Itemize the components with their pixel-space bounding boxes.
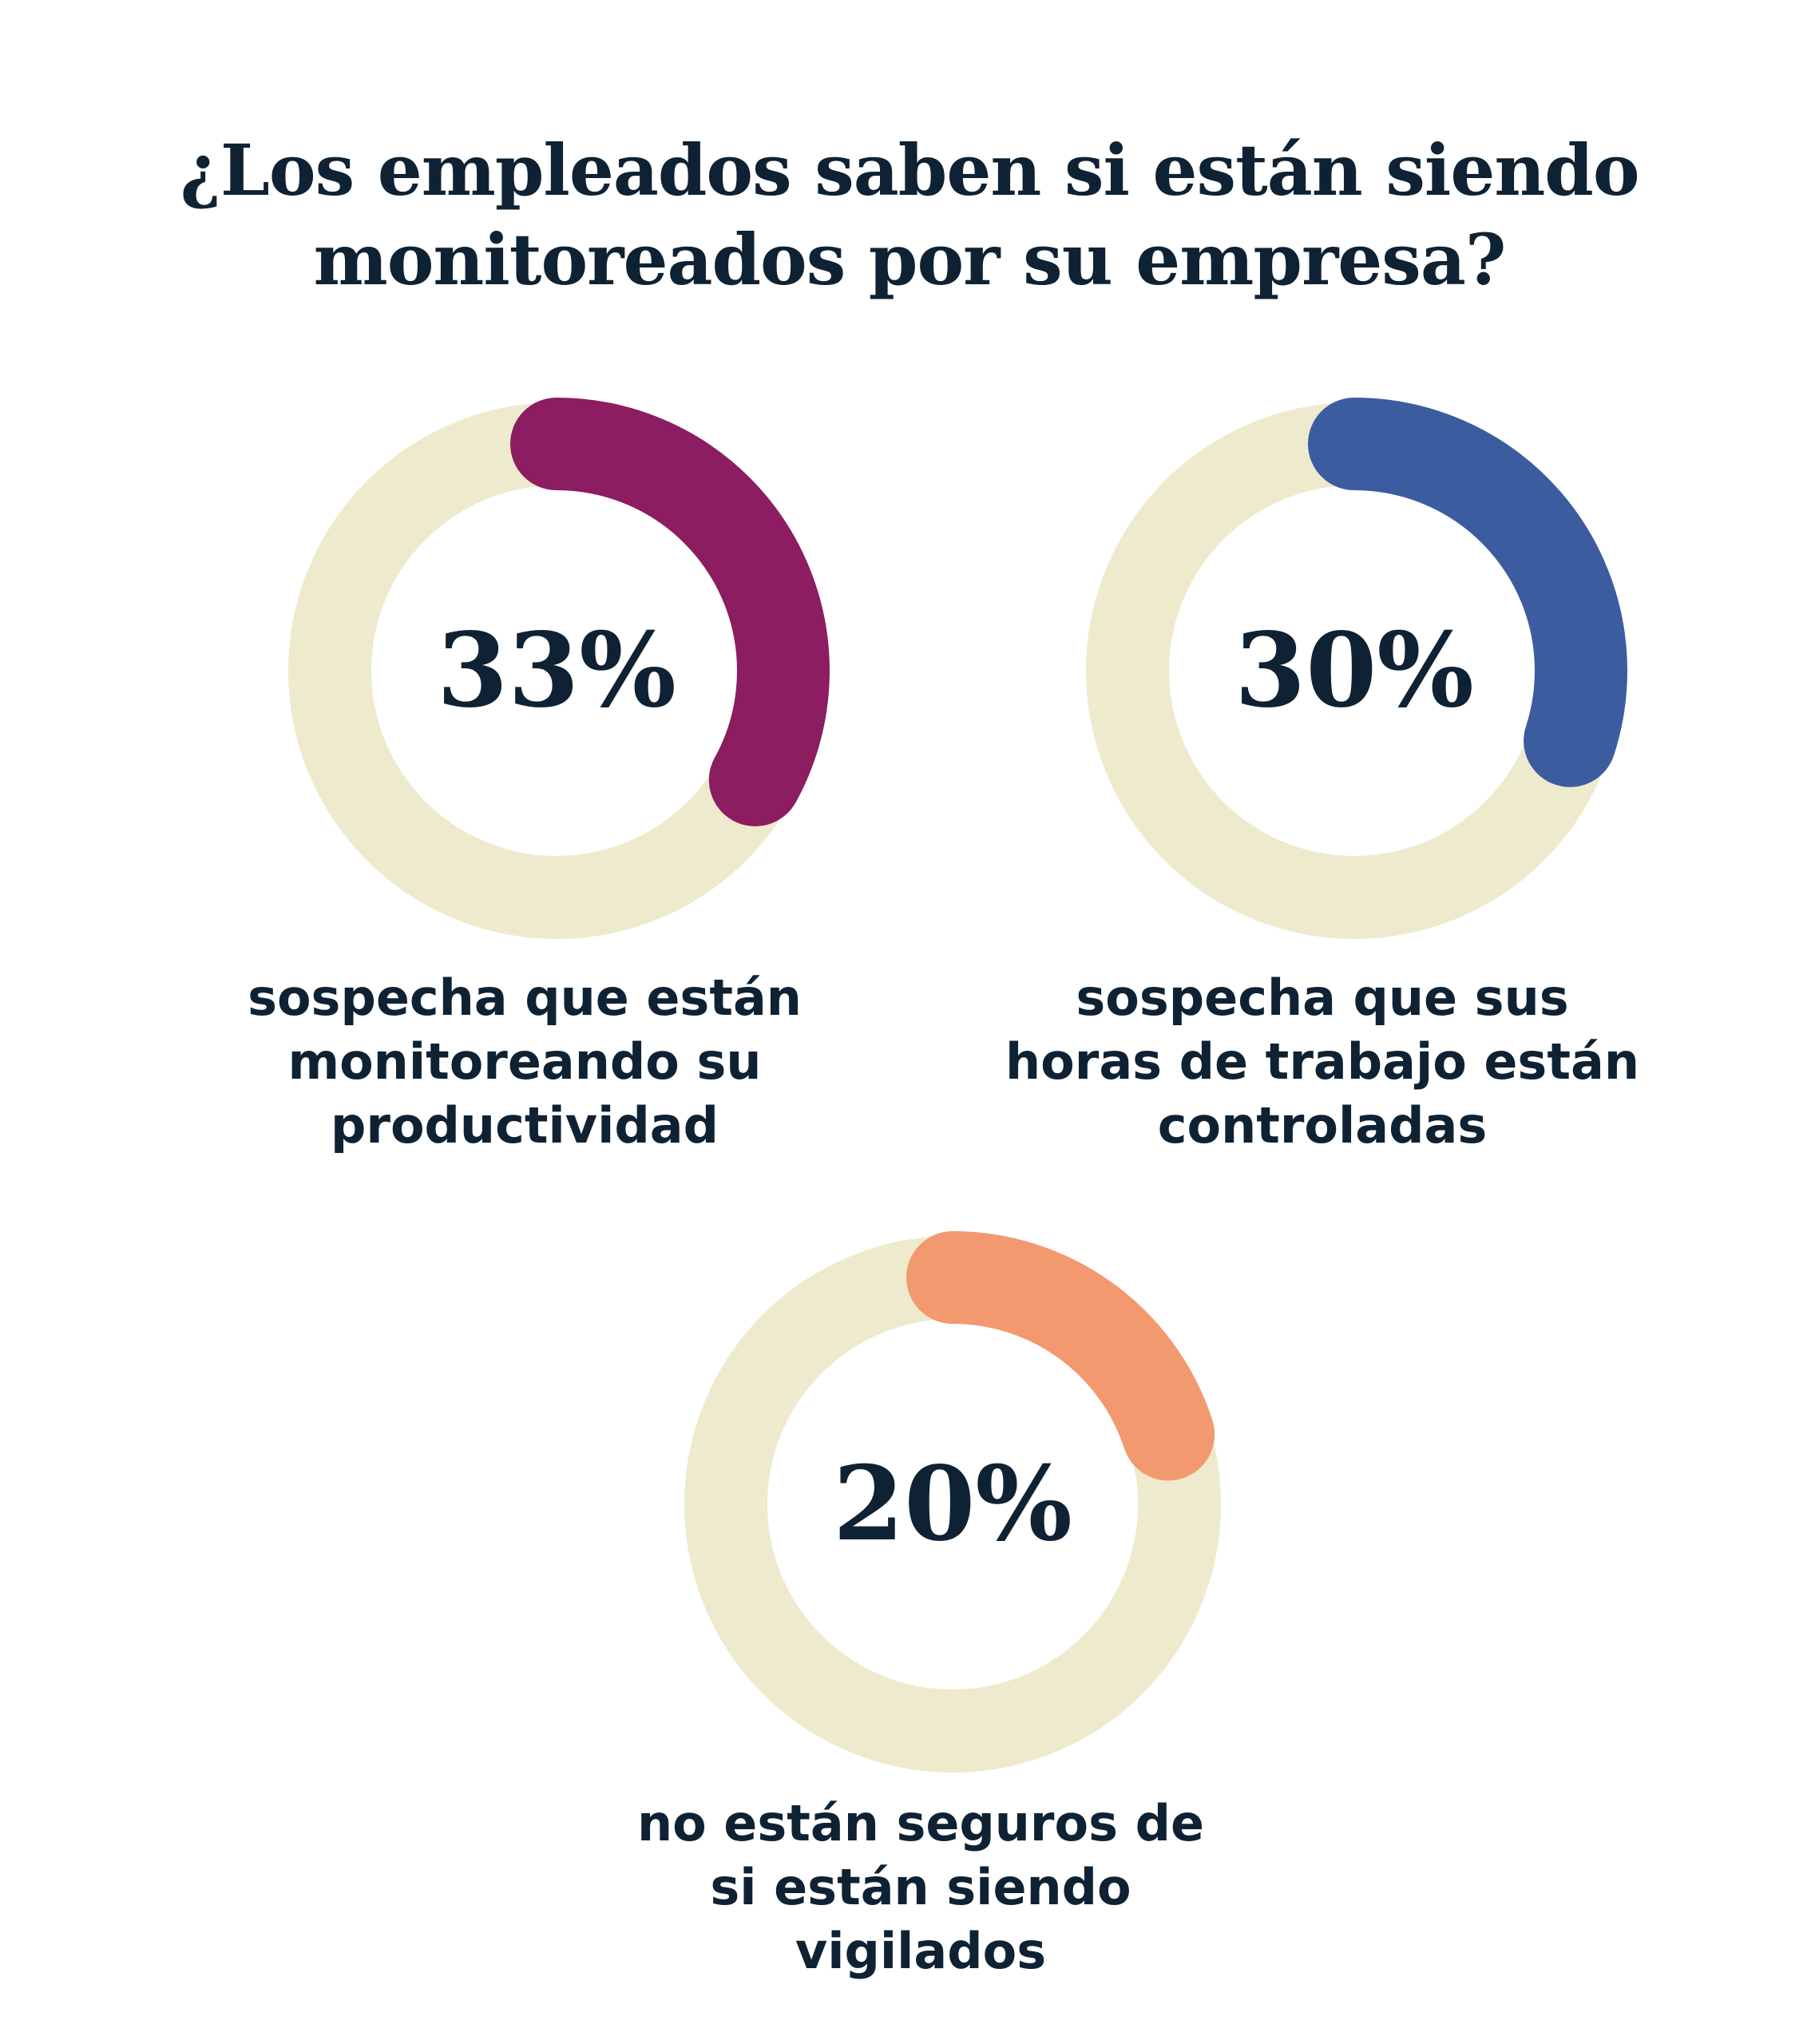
donut-svg [680,1231,1226,1777]
donut-ring-arc [283,398,830,944]
donut-chart-30-percent: 30% [1081,398,1627,944]
page-title-line-2: monitoreados por su empresa? [313,217,1507,301]
donut-ring-arc [680,1231,1226,1777]
caption-line: si están siendo [710,1858,1131,1916]
donut-caption-33-percent: sospecha que están monitoreando su produ… [165,966,884,1158]
caption-line: sospecha que están [248,969,802,1027]
caption-line: productividad [331,1096,719,1155]
donut-svg [1081,398,1627,944]
caption-line: no están seguros de [636,1794,1205,1852]
caption-line: controladas [1157,1096,1488,1155]
donut-ring-arc [1081,398,1627,944]
caption-line: horas de trabajo están [1005,1032,1639,1091]
donut-chart-33-percent: 33% [283,398,830,944]
page-title: ¿Los empleados saben si están siendo moni… [0,125,1819,304]
caption-line: vigilados [795,1922,1047,1980]
donut-caption-30-percent: sospecha que sus horas de trabajo están … [963,966,1682,1158]
caption-line: sospecha que sus [1076,969,1569,1027]
page-title-line-1: ¿Los empleados saben si están siendo [180,128,1639,212]
caption-line: monitoreando su [287,1032,762,1091]
donut-svg [283,398,830,944]
donut-caption-20-percent: no están seguros de si están siendo vigi… [561,1792,1280,1983]
donut-chart-20-percent: 20% [680,1231,1226,1777]
